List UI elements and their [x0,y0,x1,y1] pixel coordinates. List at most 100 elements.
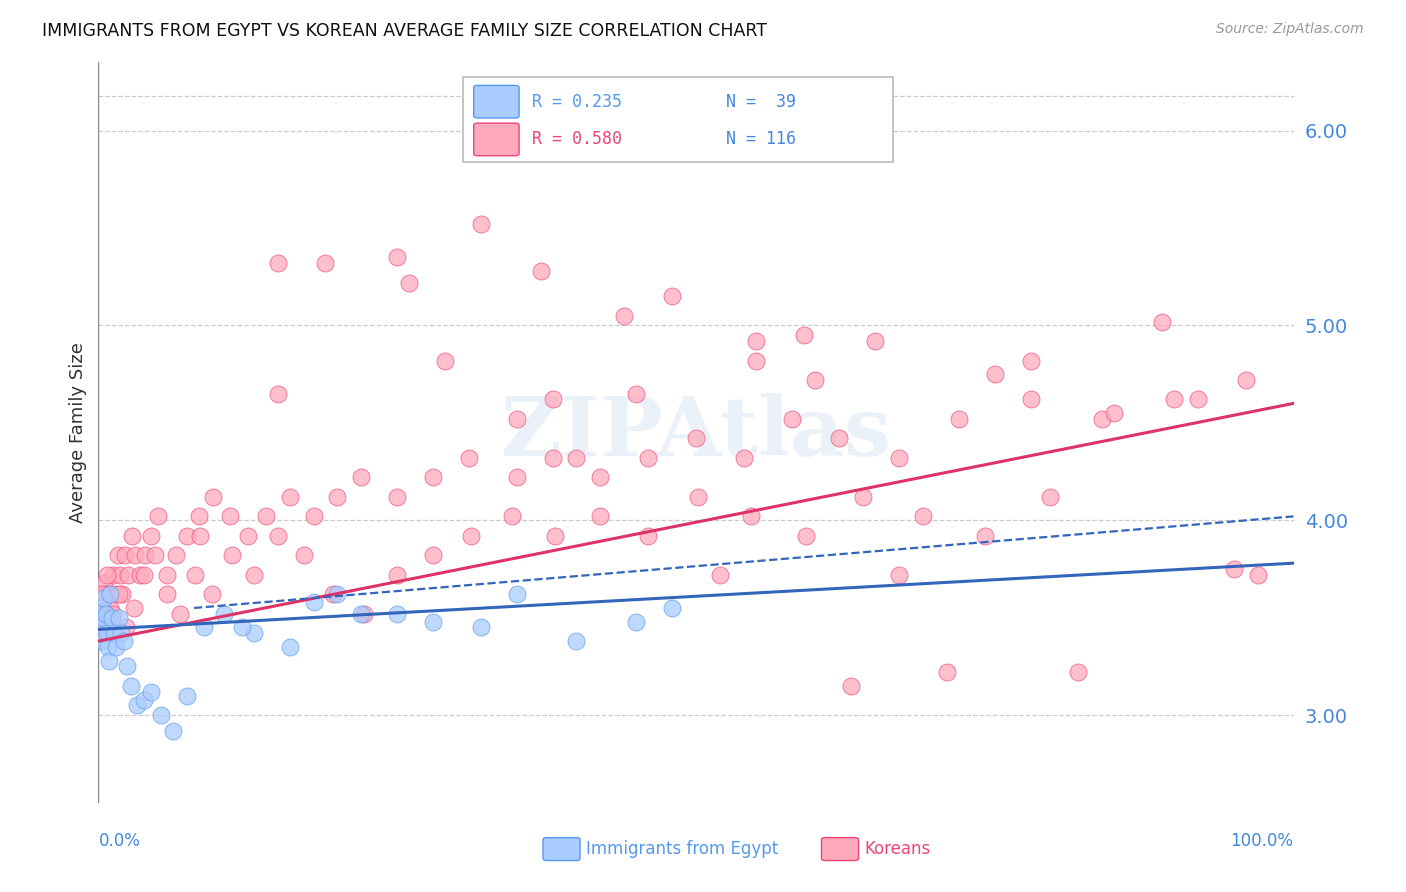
Point [132,567,155,582]
Point [267,386,290,401]
Point [740,509,762,524]
Point [105,640,128,654]
Point [302,595,325,609]
Y-axis label: Average Family Size: Average Family Size [69,343,87,523]
Point [974,529,997,543]
Point [155,587,177,601]
Point [709,567,731,582]
Point [104,587,127,601]
Text: 0.0%: 0.0% [98,832,141,850]
Point [91,610,114,624]
Point [385,490,409,504]
Point [187,509,209,524]
Point [501,509,523,524]
Point [353,607,375,621]
Point [117,567,139,582]
Point [176,529,198,543]
Point [94,587,117,601]
Point [212,607,235,621]
Point [93,575,115,590]
Point [107,610,129,624]
Point [565,634,588,648]
Point [107,549,129,563]
Point [1234,373,1257,387]
Point [984,367,1007,381]
Point [107,587,129,601]
Point [470,217,492,231]
Point [111,587,134,601]
Point [626,386,648,401]
Point [98,601,122,615]
Point [278,490,301,504]
FancyBboxPatch shape [543,838,581,861]
Point [176,689,198,703]
Point [98,587,121,601]
Point [565,450,588,465]
Point [315,256,337,270]
Point [422,615,444,629]
Point [506,470,529,484]
Point [100,610,122,624]
Point [911,509,934,524]
Point [793,328,815,343]
Point [132,692,155,706]
Point [434,353,457,368]
Point [115,659,138,673]
Point [165,549,187,563]
Point [589,470,612,484]
Point [112,634,135,648]
Point [948,412,970,426]
Point [852,490,875,504]
Point [243,567,266,582]
Point [110,626,132,640]
Point [97,620,120,634]
Point [193,620,215,634]
Point [124,601,146,615]
FancyBboxPatch shape [463,78,893,162]
Point [121,529,143,543]
Text: Koreans: Koreans [865,839,931,858]
Point [188,529,211,543]
Point [97,640,120,654]
Point [541,450,564,465]
Point [841,679,863,693]
Point [125,698,148,713]
Point [637,529,659,543]
Point [101,567,124,582]
Point [96,607,118,621]
Point [470,620,492,634]
Text: R = 0.580: R = 0.580 [533,130,623,148]
Point [90,620,112,634]
Point [1067,665,1090,680]
Point [889,450,911,465]
FancyBboxPatch shape [474,123,519,156]
Point [780,412,803,426]
Point [243,626,266,640]
Text: IMMIGRANTS FROM EGYPT VS KOREAN AVERAGE FAMILY SIZE CORRELATION CHART: IMMIGRANTS FROM EGYPT VS KOREAN AVERAGE … [42,22,768,40]
Point [184,567,207,582]
Point [219,509,242,524]
Point [1223,562,1246,576]
Point [134,549,156,563]
Point [139,684,162,698]
Point [506,412,529,426]
Point [115,620,138,634]
Point [661,601,683,615]
Point [278,640,301,654]
Point [91,634,114,648]
FancyBboxPatch shape [821,838,859,861]
Point [169,607,191,621]
Point [685,432,707,446]
Point [93,591,115,606]
Point [89,601,111,615]
Point [350,470,373,484]
Point [1163,392,1185,407]
Point [98,587,122,601]
Point [91,587,114,601]
Point [398,276,420,290]
Point [221,549,243,563]
Point [202,490,225,504]
Point [143,549,166,563]
Point [589,509,612,524]
Point [103,626,125,640]
